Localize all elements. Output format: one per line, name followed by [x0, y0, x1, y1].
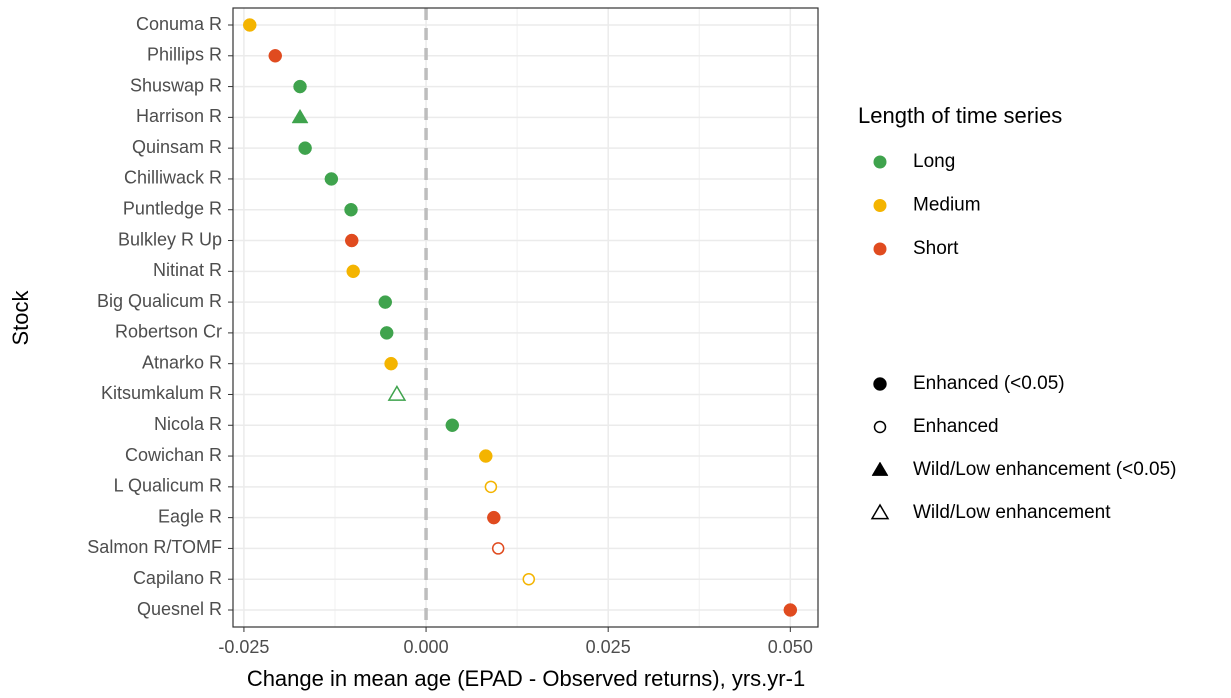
legend-label: Wild/Low enhancement (<0.05)	[913, 459, 1177, 480]
point	[378, 295, 393, 309]
point	[293, 79, 307, 94]
point	[479, 449, 493, 463]
y-tick-label: Capilano R	[133, 568, 222, 588]
legend-marker	[873, 242, 887, 256]
y-tick-label: Shuswap R	[130, 75, 222, 95]
x-tick-label: -0.025	[218, 637, 269, 657]
x-tick-label: 0.000	[404, 637, 449, 657]
point	[484, 480, 498, 494]
y-tick-label: Big Qualicum R	[97, 291, 222, 311]
point	[491, 542, 505, 555]
point	[346, 264, 360, 279]
y-tick-label: Conuma R	[136, 14, 222, 34]
legend-marker	[870, 503, 890, 520]
legend-marker	[871, 461, 889, 476]
point	[384, 356, 398, 371]
legend-label: Enhanced	[913, 416, 999, 437]
point	[324, 172, 339, 186]
y-tick-label: L Qualicum R	[114, 476, 222, 496]
y-tick-label: Bulkley R Up	[118, 229, 222, 249]
point	[445, 418, 460, 433]
y-tick-label: Puntledge R	[123, 198, 222, 218]
y-tick-label: Robertson Cr	[115, 322, 222, 342]
y-tick-label: Atnarko R	[142, 352, 222, 372]
y-tick-label: Salmon R/TOMF	[87, 537, 222, 557]
y-tick-label: Eagle R	[158, 506, 222, 526]
y-tick-label: Cowichan R	[125, 445, 222, 465]
plot-border	[232, 7, 819, 628]
point	[243, 18, 257, 32]
legend-marker	[873, 199, 887, 212]
x-tick-label: 0.025	[586, 637, 631, 657]
legend-label: Wild/Low enhancement	[913, 502, 1111, 523]
point	[298, 141, 312, 155]
point	[344, 202, 358, 217]
y-tick-label: Kitsumkalum R	[101, 383, 222, 403]
legend-label: Short	[913, 238, 959, 259]
point	[344, 233, 359, 248]
legend-marker	[873, 420, 887, 434]
point	[379, 326, 394, 340]
y-tick-label: Quesnel R	[137, 599, 222, 619]
y-axis-title: Stock	[8, 289, 33, 345]
x-axis-title: Change in mean age (EPAD - Observed retu…	[247, 666, 805, 691]
y-tick-label: Harrison R	[136, 106, 222, 126]
legend-label: Enhanced (<0.05)	[913, 373, 1065, 394]
legend-marker	[873, 377, 887, 391]
legend-label: Long	[913, 151, 955, 172]
legend-label: Medium	[913, 195, 981, 216]
y-tick-label: Nitinat R	[153, 260, 222, 280]
point	[522, 572, 536, 586]
x-tick-label: 0.050	[768, 637, 813, 657]
legend-marker	[873, 155, 887, 169]
point	[487, 510, 501, 525]
y-tick-label: Chilliwack R	[124, 168, 222, 188]
point	[387, 384, 407, 401]
y-tick-label: Quinsam R	[132, 137, 222, 157]
legend-title: Length of time series	[858, 103, 1062, 128]
y-tick-label: Phillips R	[147, 45, 222, 65]
y-tick-label: Nicola R	[154, 414, 222, 434]
point	[291, 108, 309, 124]
point	[268, 49, 283, 63]
point	[783, 603, 798, 617]
